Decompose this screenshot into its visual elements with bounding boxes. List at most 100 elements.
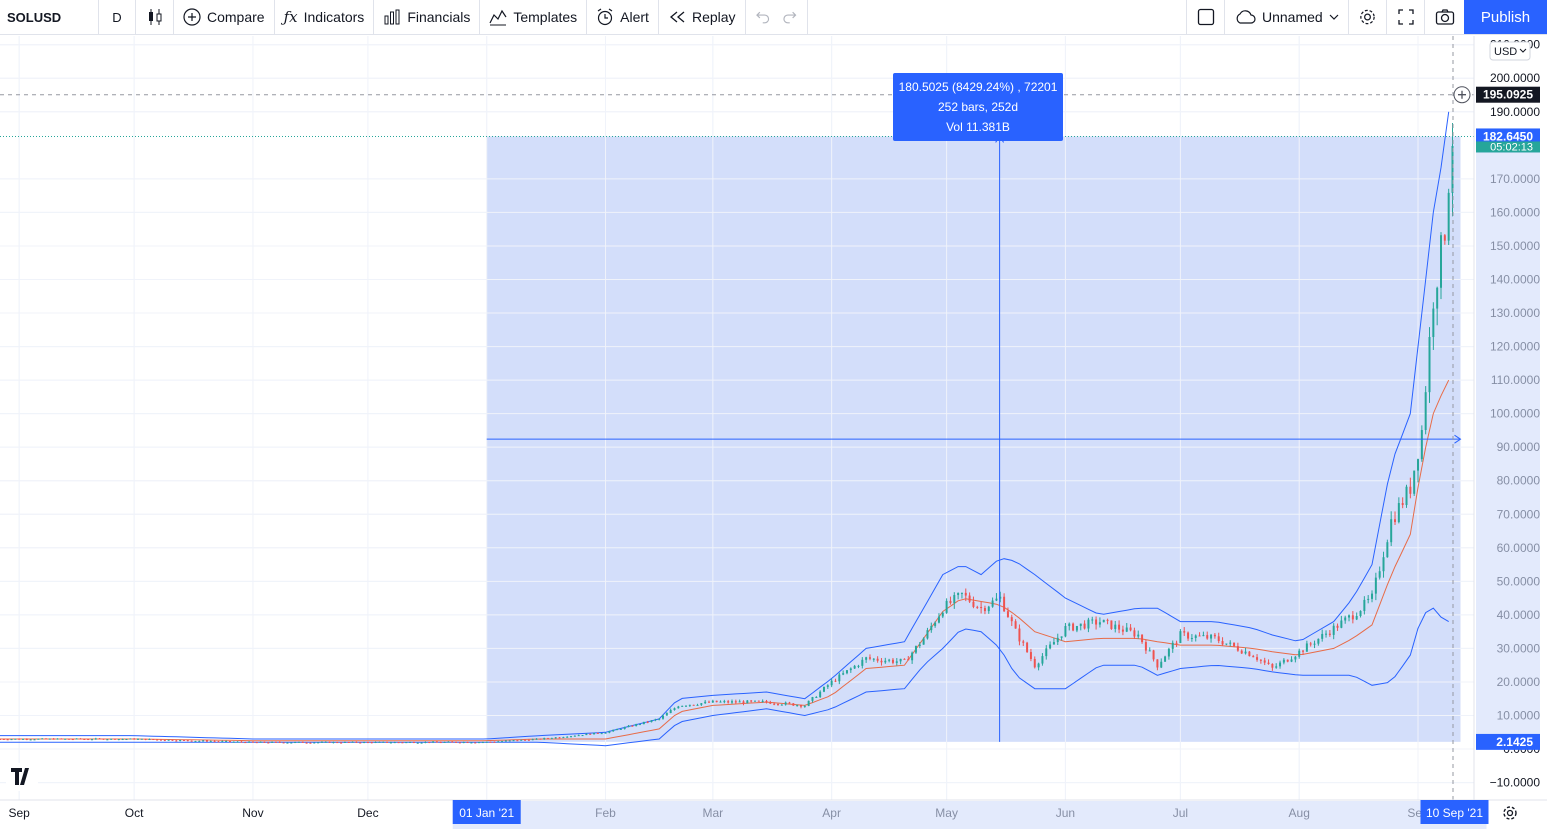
- financials-button[interactable]: Financials: [374, 0, 481, 34]
- candle-body: [520, 739, 523, 741]
- candle-body: [432, 741, 435, 743]
- candle-body: [501, 741, 504, 743]
- compare-button[interactable]: Compare: [174, 0, 275, 34]
- candle-body: [33, 739, 36, 741]
- candle-body: [692, 704, 695, 706]
- candle-body: [1271, 663, 1274, 668]
- candle-body: [527, 739, 530, 741]
- candle-body: [64, 738, 67, 740]
- candle-body: [619, 728, 622, 730]
- add-alert-plus-button[interactable]: [1453, 86, 1471, 104]
- candle-body: [1137, 634, 1140, 637]
- candle-body: [1371, 593, 1374, 599]
- candle-body: [282, 742, 285, 744]
- candle-body: [934, 622, 937, 626]
- candle-body: [205, 740, 208, 742]
- candle-body: [1114, 624, 1117, 630]
- candle-body: [435, 741, 438, 743]
- candle-body: [286, 742, 289, 744]
- candle-body: [416, 742, 419, 744]
- candle-body: [1267, 662, 1270, 664]
- tradingview-logo-icon[interactable]: [6, 763, 38, 791]
- candle-body: [397, 742, 400, 744]
- square-icon: [1197, 8, 1214, 26]
- candle-body: [56, 738, 59, 740]
- candle-body: [1355, 615, 1358, 620]
- candle-body: [665, 713, 668, 716]
- alert-button[interactable]: Alert: [587, 0, 659, 34]
- candle-body: [90, 739, 93, 741]
- candle-body: [110, 738, 113, 740]
- candle-body: [1144, 642, 1147, 651]
- candle-body: [761, 700, 764, 702]
- candle-body: [1394, 519, 1397, 523]
- replay-label: Replay: [691, 9, 736, 25]
- candle-body: [834, 680, 837, 682]
- candle-body: [596, 732, 599, 734]
- candle-body: [217, 741, 220, 743]
- candle-body: [914, 645, 917, 653]
- candle-body: [734, 701, 737, 703]
- candle-body: [911, 652, 914, 661]
- candle-body: [1259, 659, 1262, 661]
- layout-name-label: Unnamed: [1262, 9, 1323, 25]
- templates-button[interactable]: Templates: [480, 0, 588, 34]
- measure-line-2: 252 bars, 252d: [938, 100, 1018, 114]
- layout-name-button[interactable]: Unnamed: [1224, 0, 1348, 34]
- candle-body: [1060, 636, 1063, 638]
- candle-body: [240, 741, 243, 743]
- candle-body: [757, 700, 760, 702]
- candle-body: [746, 700, 749, 704]
- candle-body: [1244, 651, 1247, 654]
- candle-body: [753, 700, 756, 702]
- chart-area[interactable]: 180.5025 (8429.24%) , 72201 252 bars, 25…: [0, 36, 1547, 830]
- redo-icon[interactable]: [782, 9, 798, 25]
- templates-icon: [489, 9, 507, 26]
- candle-body: [1141, 634, 1144, 643]
- candle-body: [221, 741, 224, 743]
- candle-body: [152, 739, 155, 741]
- indicators-button[interactable]: ƒx Indicators: [275, 0, 375, 34]
- undo-icon[interactable]: [755, 9, 771, 25]
- candle-body: [324, 741, 327, 743]
- candle-body: [1252, 656, 1255, 658]
- currency-select[interactable]: USD: [1489, 41, 1531, 61]
- time-axis-settings-button[interactable]: [1503, 806, 1517, 820]
- candle-body: [593, 732, 596, 735]
- candle-body: [803, 705, 806, 707]
- symbol-search-button[interactable]: SOLUSD: [0, 0, 99, 34]
- chart-settings-button[interactable]: [1348, 0, 1386, 34]
- candle-body: [907, 658, 910, 661]
- candle-body: [1279, 662, 1282, 667]
- candle-body: [750, 700, 753, 702]
- candle-body: [1190, 638, 1193, 640]
- candle-body: [1420, 430, 1423, 460]
- candle-body: [987, 606, 990, 612]
- snapshot-button[interactable]: [1424, 0, 1464, 34]
- replay-button[interactable]: Replay: [659, 0, 746, 34]
- bollinger-basis-line: [0, 379, 1450, 742]
- candle-body: [554, 737, 557, 739]
- candle-body: [669, 710, 672, 714]
- candle-body: [117, 739, 120, 741]
- candle-body: [1340, 620, 1343, 628]
- chart-style-button[interactable]: [136, 0, 174, 34]
- time-axis[interactable]: SepOctNovDecFebMarAprMayJunJulAugSep01 J…: [0, 799, 1547, 829]
- candle-body: [1367, 598, 1370, 600]
- interval-button[interactable]: D: [99, 0, 136, 34]
- select-all-button[interactable]: [1186, 0, 1224, 34]
- candle-body: [1133, 630, 1136, 637]
- candle-body: [700, 703, 703, 705]
- price-axis[interactable]: 210.0000200.0000190.0000170.0000160.0000…: [1473, 36, 1540, 800]
- candle-body: [1443, 235, 1446, 241]
- candle-body: [301, 741, 304, 743]
- month-tick-label: Nov: [242, 806, 263, 820]
- candle-body: [566, 736, 569, 738]
- candle-body: [1087, 619, 1090, 629]
- publish-button[interactable]: Publish: [1464, 0, 1547, 34]
- fullscreen-button[interactable]: [1386, 0, 1424, 34]
- candle-body: [1409, 486, 1412, 494]
- candle-body: [175, 740, 178, 742]
- candle-body: [999, 596, 1002, 599]
- candle-body: [1194, 635, 1197, 639]
